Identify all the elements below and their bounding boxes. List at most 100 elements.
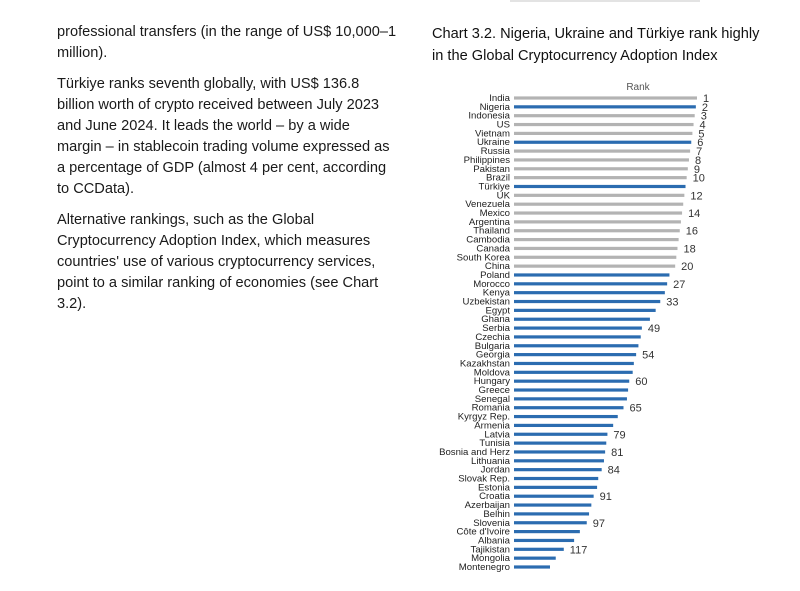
rank-bar xyxy=(514,211,683,215)
rank-bar xyxy=(514,273,670,277)
rank-bar xyxy=(514,96,697,100)
rank-value-label: 20 xyxy=(681,261,693,273)
rank-bar xyxy=(514,193,685,197)
rank-bar xyxy=(514,406,624,410)
country-label: Indonesia xyxy=(468,111,510,122)
rank-value-label: 12 xyxy=(690,190,702,202)
rank-bar xyxy=(514,291,665,295)
rank-bar xyxy=(514,220,681,224)
country-label: Albania xyxy=(478,535,511,546)
rank-value-label: 81 xyxy=(611,447,623,459)
country-label: Kenya xyxy=(483,288,511,299)
rank-bar xyxy=(514,105,696,109)
country-label: Philippines xyxy=(464,155,511,166)
rank-bar xyxy=(514,264,676,268)
rank-bar xyxy=(514,184,686,189)
country-label: Pakistan xyxy=(473,164,510,175)
rank-bar xyxy=(514,503,592,507)
country-label: Senegal xyxy=(475,394,510,405)
rank-bar xyxy=(514,476,599,481)
rank-bar xyxy=(514,361,634,366)
rank-value-label: 10 xyxy=(693,173,705,185)
rank-bar xyxy=(514,538,575,543)
rank-value-label: 79 xyxy=(613,429,625,441)
rank-bar xyxy=(514,432,608,436)
country-label: Tunisia xyxy=(479,438,510,449)
rank-value-label: 5 xyxy=(698,128,704,140)
rank-bar xyxy=(514,326,642,330)
country-label: Russia xyxy=(481,146,511,157)
country-label: Morocco xyxy=(473,279,510,290)
rank-value-label: 16 xyxy=(686,226,698,238)
country-label: Hungary xyxy=(474,376,510,387)
rank-bar xyxy=(514,414,618,419)
top-divider xyxy=(510,0,700,2)
country-label: Montenegro xyxy=(459,562,510,573)
country-label: Poland xyxy=(480,270,510,281)
country-label: Argentina xyxy=(469,217,511,228)
rank-bar xyxy=(514,229,680,233)
country-label: Slovenia xyxy=(473,518,510,529)
rank-bar xyxy=(514,317,650,321)
rank-value-label: 3 xyxy=(701,111,707,123)
rank-bar xyxy=(514,450,606,454)
country-label: South Korea xyxy=(457,252,511,263)
rank-bar xyxy=(514,441,607,445)
country-label: Mongolia xyxy=(471,553,511,564)
country-label: Moldova xyxy=(474,367,511,378)
rank-bar xyxy=(514,521,587,525)
country-label: Lithuania xyxy=(471,456,511,467)
country-label: Armenia xyxy=(474,420,510,431)
country-label: UK xyxy=(497,190,511,201)
rank-value-label: 1 xyxy=(703,93,709,105)
rank-bar xyxy=(514,255,677,259)
country-label: Slovak Rep. xyxy=(458,474,510,485)
rank-bar xyxy=(514,149,691,153)
country-label: Ukraine xyxy=(477,137,510,148)
rank-header: Rank xyxy=(626,82,650,93)
country-label: Ghana xyxy=(481,314,510,325)
country-label: China xyxy=(485,261,511,272)
rank-bar xyxy=(514,379,630,383)
rank-bar xyxy=(514,299,661,304)
country-label: Kazakhstan xyxy=(460,358,510,369)
rank-bar xyxy=(514,353,637,357)
rank-bar xyxy=(514,388,629,392)
rank-bar xyxy=(514,176,687,180)
rank-bar xyxy=(514,140,692,144)
country-label: US xyxy=(497,120,510,131)
country-label: Mexico xyxy=(480,208,510,219)
rank-value-label: 18 xyxy=(683,243,695,255)
rank-bar xyxy=(514,158,689,162)
rank-value-label: 60 xyxy=(635,376,647,388)
country-label: Uzbekistan xyxy=(463,297,510,308)
country-label: Kyrgyz Rep. xyxy=(458,412,510,423)
rank-value-label: 97 xyxy=(593,518,605,530)
chart-title: Chart 3.2. Nigeria, Ukraine and Türkiye … xyxy=(432,26,760,64)
rank-bar xyxy=(514,468,602,472)
rank-bar xyxy=(514,423,614,428)
rank-value-label: 84 xyxy=(608,465,620,477)
country-label: Venezuela xyxy=(465,199,510,210)
country-label: Romania xyxy=(472,403,511,414)
rank-bar xyxy=(514,459,604,463)
rank-value-label: 54 xyxy=(642,350,654,362)
rank-bar xyxy=(514,397,627,401)
country-label: Türkiye xyxy=(479,181,510,192)
rank-bar xyxy=(514,512,590,516)
rank-value-label: 33 xyxy=(666,297,678,309)
rank-bar xyxy=(514,237,679,242)
country-label: Serbia xyxy=(482,323,510,334)
country-label: Cambodia xyxy=(466,235,510,246)
rank-value-label: 117 xyxy=(570,544,588,556)
country-label: Czechia xyxy=(475,332,510,343)
country-label: Bosnia and Herz xyxy=(439,447,510,458)
country-label: Côte d'Ivoire xyxy=(456,527,510,538)
country-label: Azerbaijan xyxy=(465,500,510,511)
country-label: Greece xyxy=(479,385,510,396)
rank-value-label: 4 xyxy=(700,120,706,132)
country-label: Estonia xyxy=(478,482,511,493)
rank-value-label: 9 xyxy=(694,164,700,176)
country-label: India xyxy=(489,93,510,104)
